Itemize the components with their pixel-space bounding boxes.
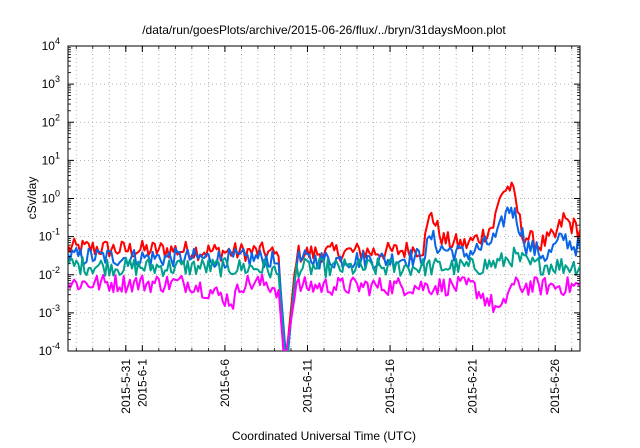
chart-title: /data/run/goesPlots/archive/2015-06-26/f… <box>142 23 506 37</box>
series-group <box>68 181 580 351</box>
x-tick-label: 2015-5-31 <box>119 359 133 414</box>
y-tick-label: 100 <box>42 189 60 206</box>
grid <box>68 46 580 351</box>
x-tick-label: 2015-6-1 <box>135 359 149 407</box>
y-axis-ticks: 10-4 10-3 10-2 10-1 100 101 102 103 104 <box>39 36 580 358</box>
x-axis-label: Coordinated Universal Time (UTC) <box>232 429 416 443</box>
series-line <box>68 273 580 351</box>
y-axis-label: cSv/day <box>25 177 39 220</box>
x-tick-label: 2015-6-11 <box>300 359 314 413</box>
x-tick-label: 2015-6-16 <box>383 359 397 414</box>
y-tick-label: 10-4 <box>39 341 60 358</box>
series-line <box>68 206 580 351</box>
y-tick-label: 104 <box>42 36 60 53</box>
x-tick-label: 2015-6-6 <box>218 359 232 407</box>
y-tick-label: 101 <box>42 150 60 167</box>
x-axis-ticks: 2015-5-31 2015-6-1 2015-6-6 2015-6-11 2015-6… <box>75 46 573 414</box>
y-tick-label: 102 <box>42 112 60 129</box>
y-tick-label: 103 <box>42 74 60 91</box>
series-line <box>68 181 580 351</box>
y-tick-label: 10-3 <box>39 303 60 320</box>
x-tick-label: 2015-6-21 <box>466 359 480 414</box>
series-line <box>68 246 580 351</box>
y-tick-label: 10-2 <box>39 265 60 282</box>
x-tick-label: 2015-6-26 <box>548 359 562 414</box>
y-tick-label: 10-1 <box>39 227 60 244</box>
